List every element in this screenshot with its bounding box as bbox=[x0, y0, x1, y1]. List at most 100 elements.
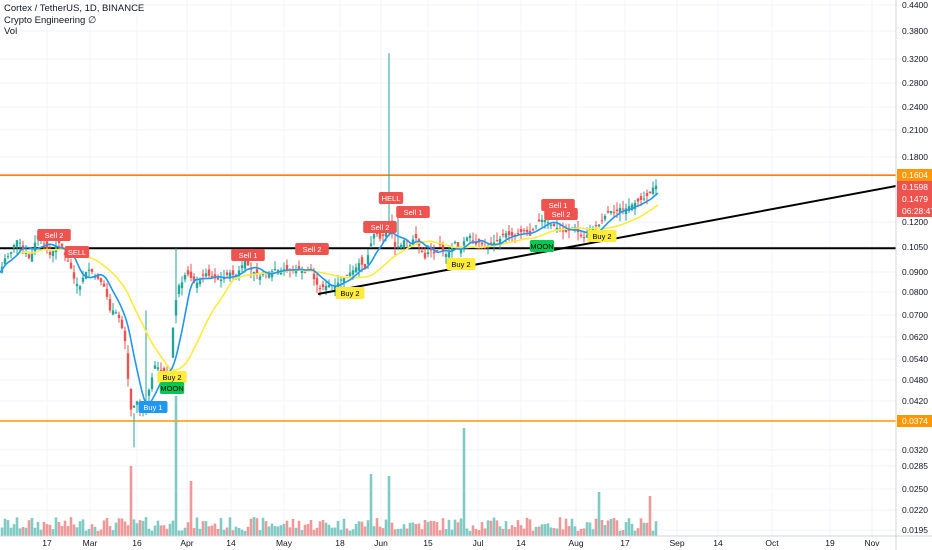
volume-bar bbox=[6, 520, 10, 536]
volume-bar bbox=[564, 518, 568, 536]
volume-bar bbox=[270, 523, 274, 536]
volume-bar bbox=[537, 526, 541, 536]
candle-body bbox=[600, 220, 604, 222]
volume-bar bbox=[183, 527, 187, 536]
volume-bar bbox=[609, 518, 613, 536]
volume-bar bbox=[612, 517, 616, 536]
chart-legend: Cortex / TetherUS, 1D, BINANCE Crypto En… bbox=[4, 3, 144, 38]
volume-bar bbox=[525, 517, 529, 536]
signal-label: Buy 2 bbox=[451, 260, 470, 269]
time-axis[interactable]: 17 Mar 16 Apr 14 May 18 Jun 15 Jul 14 Aug 17 Sep 14 Oct… bbox=[42, 538, 880, 548]
volume-bar bbox=[240, 529, 244, 536]
candle-body bbox=[30, 252, 34, 262]
volume-bar bbox=[291, 518, 295, 536]
volume-bar bbox=[396, 528, 400, 536]
candle-body bbox=[456, 242, 460, 248]
candle-body bbox=[618, 207, 622, 213]
volume-bar bbox=[333, 527, 337, 536]
candle-body bbox=[15, 240, 19, 247]
volume-bar bbox=[72, 524, 76, 536]
volume-bar bbox=[114, 522, 118, 536]
candle-body bbox=[366, 255, 370, 265]
volume-label[interactable]: Vol bbox=[4, 26, 18, 37]
price-tag-label: 0.1604 bbox=[902, 170, 928, 180]
blue-ma-line bbox=[0, 192, 659, 406]
candle-body bbox=[504, 233, 508, 238]
time-tick-label: 16 bbox=[132, 538, 142, 548]
volume-bar bbox=[150, 530, 154, 536]
volume-bar bbox=[201, 521, 205, 536]
candle-body bbox=[27, 254, 31, 259]
volume-bar bbox=[543, 524, 547, 536]
volume-bar bbox=[414, 523, 418, 536]
candle-body bbox=[21, 245, 25, 249]
candle-body bbox=[246, 260, 250, 266]
symbol-title[interactable]: Cortex / TetherUS, 1D, BINANCE bbox=[4, 3, 145, 14]
candle-body bbox=[624, 208, 628, 215]
volume-bar bbox=[633, 530, 637, 536]
volume-bar bbox=[105, 517, 109, 536]
candle-body bbox=[522, 230, 526, 232]
volume-bar bbox=[99, 529, 103, 536]
candle-body bbox=[360, 257, 364, 265]
volume-bar bbox=[447, 519, 451, 536]
candle-body bbox=[285, 265, 289, 270]
candle-body bbox=[84, 271, 88, 279]
volume-bar bbox=[45, 524, 49, 536]
candle-body bbox=[297, 266, 301, 269]
candle-body bbox=[510, 232, 514, 236]
volume-bar bbox=[591, 529, 595, 536]
volume-bar bbox=[342, 518, 346, 536]
volume-bar bbox=[339, 529, 343, 536]
candle-body bbox=[423, 252, 427, 259]
candle-body bbox=[630, 204, 634, 210]
candle-body bbox=[642, 198, 646, 200]
volume-bar bbox=[168, 523, 172, 536]
candle-body bbox=[468, 235, 472, 238]
candle-body bbox=[612, 211, 616, 213]
price-tick-label: 0.0800 bbox=[902, 287, 928, 297]
volume-bar bbox=[576, 530, 580, 536]
volume-bars bbox=[0, 396, 658, 536]
candle-body bbox=[18, 242, 22, 244]
time-tick-label: Jul bbox=[473, 538, 484, 548]
candle-body bbox=[546, 222, 550, 224]
signal-badge bbox=[544, 208, 578, 220]
volume-bar bbox=[546, 523, 550, 536]
volume-bar bbox=[246, 526, 250, 536]
volume-bar bbox=[579, 528, 583, 536]
volume-bar bbox=[534, 526, 538, 536]
volume-bar bbox=[117, 518, 121, 536]
volume-bar bbox=[384, 519, 388, 536]
volume-bar bbox=[462, 428, 466, 536]
candle-body bbox=[324, 285, 328, 291]
candle-body bbox=[24, 253, 28, 255]
candle-body bbox=[450, 247, 454, 252]
time-tick-label: 14 bbox=[516, 538, 526, 548]
candle-body bbox=[210, 275, 214, 278]
volume-bar bbox=[510, 525, 514, 536]
volume-bar bbox=[48, 524, 52, 536]
price-axis[interactable]: 0.4400 0.3800 0.3200 0.2800 0.2400 0.2100 0.18… bbox=[902, 0, 928, 535]
candle-body bbox=[561, 230, 565, 232]
volume-bar bbox=[507, 529, 511, 536]
candle-body bbox=[186, 270, 190, 275]
price-tick-label: 0.0540 bbox=[902, 354, 928, 364]
candle-body bbox=[426, 252, 430, 255]
signal-label: Sell 1 bbox=[404, 208, 423, 217]
volume-bar bbox=[213, 523, 217, 536]
volume-bar bbox=[207, 526, 211, 536]
indicator-name[interactable]: Crypto Engineering ∅ bbox=[4, 14, 97, 26]
volume-bar bbox=[261, 517, 265, 536]
candle-body bbox=[342, 277, 346, 283]
volume-bar bbox=[357, 521, 361, 536]
candle-body bbox=[258, 276, 262, 280]
price-tick-label: 0.3200 bbox=[902, 54, 928, 64]
volume-bar bbox=[222, 529, 226, 536]
volume-bar bbox=[651, 530, 655, 536]
volume-bar bbox=[282, 523, 286, 536]
candle-body bbox=[381, 234, 385, 236]
candle-body bbox=[615, 209, 619, 212]
volume-bar bbox=[177, 530, 181, 536]
